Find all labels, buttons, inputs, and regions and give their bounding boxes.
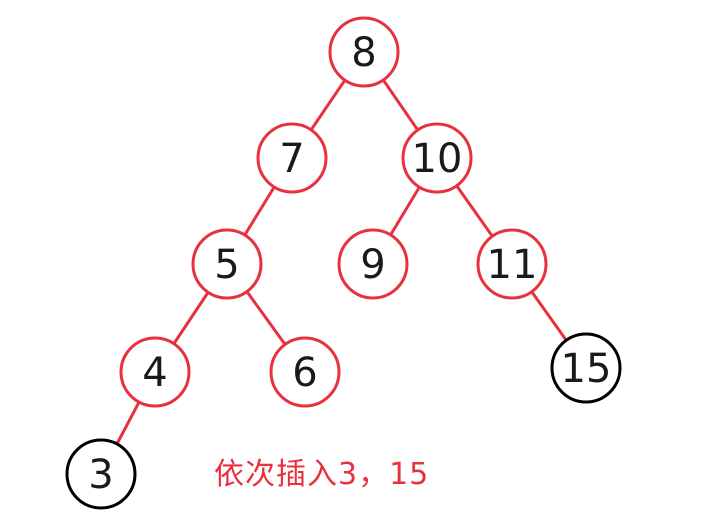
node-circle-9 <box>337 228 409 300</box>
tree-nodes: 8 7 10 5 9 11 4 6 15 3 <box>65 16 622 510</box>
node-circle-11 <box>476 228 548 300</box>
node-label-10: 10 <box>412 136 463 182</box>
node-circle-7 <box>256 122 328 194</box>
node-10: 10 <box>401 122 473 194</box>
node-7: 7 <box>256 122 328 194</box>
node-label-8: 8 <box>351 30 376 76</box>
node-circle-4 <box>119 336 191 408</box>
node-circle-6 <box>269 336 341 408</box>
node-11: 11 <box>476 228 548 300</box>
node-label-6: 6 <box>292 350 317 396</box>
node-circle-15 <box>550 332 622 404</box>
node-label-9: 9 <box>360 242 385 288</box>
node-label-11: 11 <box>487 242 538 288</box>
node-circle-3 <box>65 438 137 510</box>
node-label-3: 3 <box>88 452 113 498</box>
node-circle-10 <box>401 122 473 194</box>
node-circle-5 <box>191 228 263 300</box>
node-9: 9 <box>337 228 409 300</box>
node-label-7: 7 <box>279 136 304 182</box>
node-label-4: 4 <box>142 350 167 396</box>
node-5: 5 <box>191 228 263 300</box>
node-8: 8 <box>328 16 400 88</box>
node-3: 3 <box>65 438 137 510</box>
insertion-caption: 依次插入3，15 <box>214 457 430 492</box>
node-label-15: 15 <box>561 346 612 392</box>
node-6: 6 <box>269 336 341 408</box>
node-circle-8 <box>328 16 400 88</box>
node-4: 4 <box>119 336 191 408</box>
node-15: 15 <box>550 332 622 404</box>
node-label-5: 5 <box>214 242 239 288</box>
